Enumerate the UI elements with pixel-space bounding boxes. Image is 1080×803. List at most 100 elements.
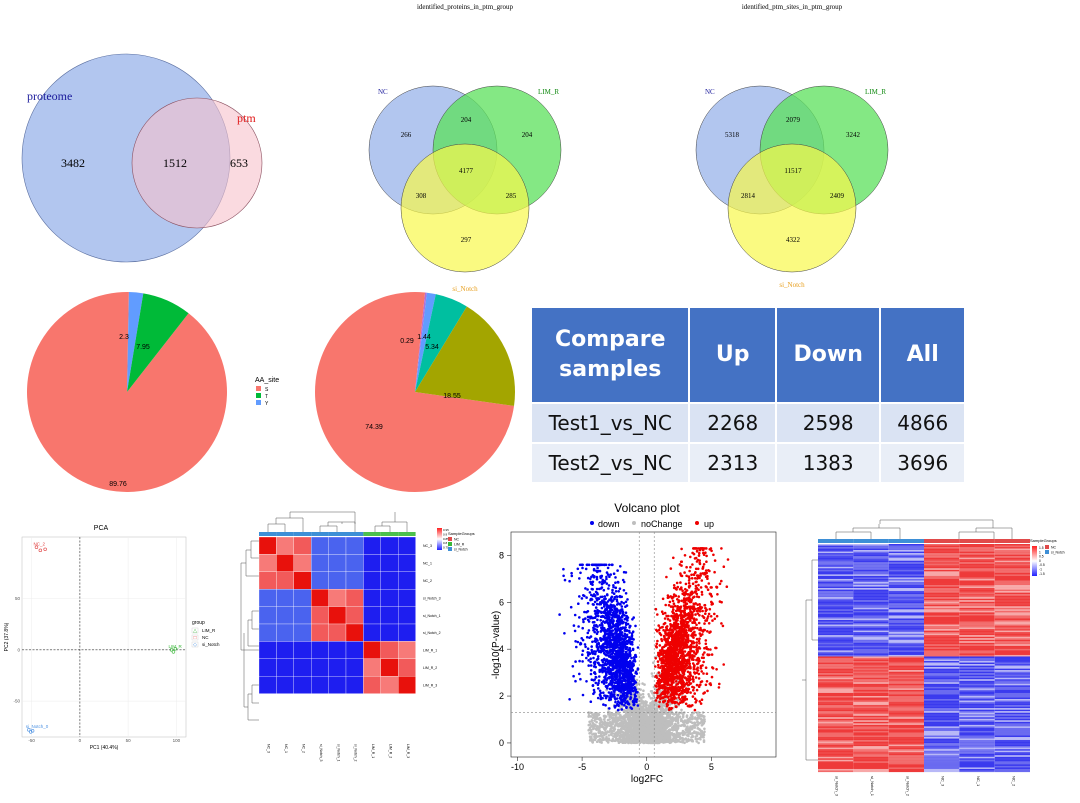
volcano-point xyxy=(622,740,626,743)
volcano-point xyxy=(617,722,620,726)
volcano-point xyxy=(590,735,593,739)
volcano-point xyxy=(606,718,610,722)
volcano-point xyxy=(648,733,651,737)
volcano-point xyxy=(603,727,606,731)
volcano-point xyxy=(615,651,618,655)
volcano-point xyxy=(610,600,614,603)
volcano-point xyxy=(627,717,630,721)
volcano-point xyxy=(663,718,667,721)
venn-limr-circle xyxy=(432,85,562,215)
volcano-point xyxy=(668,706,672,710)
volcano-point xyxy=(658,716,662,720)
volcano-point xyxy=(593,690,596,694)
volcano-point xyxy=(616,617,620,621)
volcano-point xyxy=(609,723,613,726)
volcano-point xyxy=(619,655,622,659)
volcano-point xyxy=(664,726,668,729)
volcano-point xyxy=(682,701,685,704)
volcano-point xyxy=(643,735,646,738)
volcano-point xyxy=(636,730,640,734)
volcano-point xyxy=(647,719,651,723)
volcano-point xyxy=(649,732,652,735)
volcano-point xyxy=(645,726,648,729)
volcano-point xyxy=(602,669,606,672)
volcano-point xyxy=(630,732,634,735)
volcano-point xyxy=(624,663,627,667)
volcano-point xyxy=(658,730,662,733)
volcano-point xyxy=(589,598,592,601)
volcano-point xyxy=(604,675,607,678)
volcano-point xyxy=(653,730,657,733)
venn-ptm-circle xyxy=(131,97,263,229)
volcano-point xyxy=(627,708,631,711)
volcano-point xyxy=(658,714,661,717)
volcano-point xyxy=(642,730,646,734)
volcano-point xyxy=(620,637,624,641)
volcano-point xyxy=(673,717,676,720)
heatmap-cell xyxy=(311,658,329,677)
volcano-point xyxy=(656,735,659,739)
volcano-point xyxy=(616,663,619,667)
volcano-point xyxy=(647,715,651,719)
volcano-point xyxy=(652,661,655,664)
volcano-point xyxy=(618,656,621,659)
volcano-point xyxy=(595,658,599,661)
volcano-point xyxy=(643,719,646,722)
volcano-point xyxy=(622,645,625,648)
volcano-point xyxy=(642,727,645,730)
volcano-point xyxy=(578,595,581,598)
volcano-point xyxy=(595,727,599,730)
volcano-point xyxy=(606,684,609,688)
volcano-point xyxy=(631,717,634,721)
volcano-point xyxy=(664,708,668,712)
volcano-point xyxy=(622,732,626,735)
volcano-point xyxy=(630,740,633,743)
volcano-point xyxy=(663,676,666,679)
volcano-point xyxy=(638,722,641,725)
volcano-point xyxy=(599,575,602,578)
volcano-point xyxy=(638,723,642,726)
volcano-point xyxy=(644,727,648,730)
volcano-point xyxy=(653,722,657,725)
volcano-point xyxy=(676,734,679,738)
volcano-point xyxy=(586,615,590,619)
volcano-point xyxy=(595,591,599,595)
volcano-point xyxy=(656,740,659,744)
volcano-point xyxy=(684,728,688,731)
volcano-point xyxy=(676,721,680,725)
volcano-point xyxy=(612,658,615,661)
volcano-point xyxy=(657,700,661,703)
volcano-point xyxy=(649,741,653,744)
volcano-point xyxy=(647,738,650,742)
volcano-point xyxy=(661,729,665,733)
volcano-point xyxy=(631,723,634,727)
volcano-point xyxy=(655,707,659,711)
volcano-point xyxy=(622,684,625,687)
volcano-point xyxy=(637,737,641,740)
volcano-point xyxy=(655,711,659,715)
volcano-point xyxy=(598,581,601,584)
volcano-point xyxy=(581,653,584,656)
volcano-point xyxy=(650,733,653,737)
volcano-point xyxy=(633,730,637,733)
volcano-point xyxy=(621,716,624,719)
volcano-point xyxy=(627,722,630,726)
volcano-point xyxy=(629,740,632,744)
volcano-point xyxy=(586,588,589,591)
volcano-point xyxy=(607,612,610,616)
volcano-point xyxy=(616,595,619,599)
volcano-point xyxy=(620,632,623,635)
volcano-point xyxy=(624,684,627,687)
volcano-point xyxy=(610,638,614,642)
volcano-point xyxy=(628,740,631,744)
volcano-point xyxy=(646,740,650,744)
volcano-point xyxy=(646,725,649,728)
volcano-point xyxy=(589,737,592,741)
volcano-point xyxy=(583,594,586,598)
volcano-point xyxy=(655,737,658,740)
volcano-point xyxy=(670,702,673,705)
volcano-point xyxy=(619,669,623,672)
volcano-point xyxy=(687,660,691,663)
volcano-point xyxy=(694,737,698,741)
volcano-point xyxy=(621,731,625,734)
